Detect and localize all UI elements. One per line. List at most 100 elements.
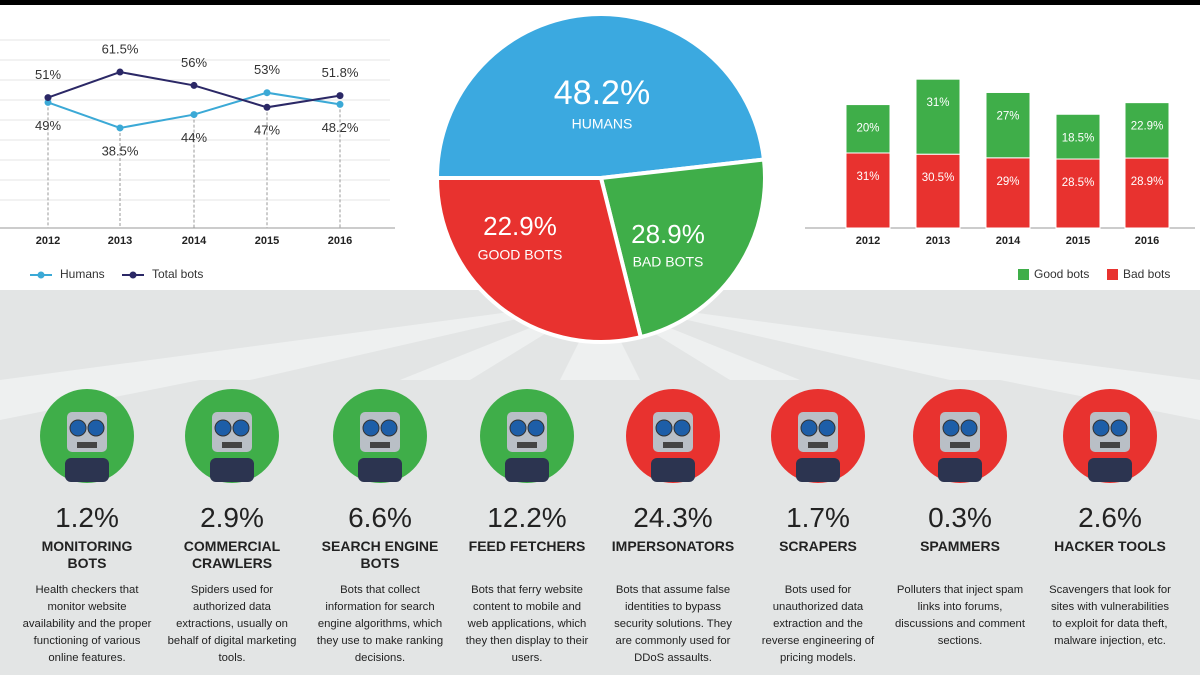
data-label: 49% bbox=[35, 118, 61, 133]
slice-value: 48.2% bbox=[554, 74, 650, 112]
bot-icon bbox=[480, 389, 574, 483]
legend-swatch bbox=[1107, 269, 1118, 280]
bot-description: Health checkers that monitor website ava… bbox=[22, 584, 152, 664]
robot-eye bbox=[362, 419, 380, 437]
pie-slice bbox=[434, 12, 767, 180]
bot-card: 0.3% SPAMMERS Polluters that inject spam l… bbox=[889, 498, 1031, 650]
bar-segment bbox=[1124, 157, 1170, 229]
robot-eye bbox=[232, 419, 250, 437]
bot-icon bbox=[626, 389, 720, 483]
robot-eye bbox=[960, 419, 978, 437]
robot-mouth bbox=[950, 442, 970, 448]
bar-label: 28.9% bbox=[1131, 176, 1164, 188]
bar-segment bbox=[985, 157, 1031, 229]
data-point bbox=[336, 92, 344, 100]
bar-label: 28.5% bbox=[1062, 177, 1095, 189]
robot-eye bbox=[527, 419, 545, 437]
bot-icon bbox=[185, 389, 279, 483]
bot-name: SPAMMERS bbox=[920, 538, 1000, 554]
bot-card: 1.7% SCRAPERS Bots used for unauthorized d… bbox=[747, 498, 889, 667]
data-label: 56% bbox=[181, 55, 207, 70]
robot-eye bbox=[509, 419, 527, 437]
data-point bbox=[116, 124, 124, 132]
data-label: 47% bbox=[254, 123, 280, 138]
x-tick-label: 2013 bbox=[926, 235, 950, 247]
bot-share: 12.2% bbox=[487, 502, 567, 533]
x-tick-label: 2014 bbox=[996, 235, 1021, 247]
bot-description: Bots used for unauthorized data extracti… bbox=[761, 584, 875, 664]
data-point bbox=[336, 100, 344, 108]
bot-description: Spiders used for authorized data extract… bbox=[167, 584, 297, 664]
robot-eye bbox=[942, 419, 960, 437]
legend-label: Total bots bbox=[152, 267, 203, 281]
pie-slice bbox=[434, 176, 644, 344]
bot-name: IMPERSONATORS bbox=[611, 538, 735, 554]
bot-name: SEARCH ENGINE BOTS bbox=[321, 538, 439, 571]
bot-card: 2.9% COMMERCIAL CRAWLERS Spiders used for … bbox=[161, 498, 303, 667]
robot-eye bbox=[800, 419, 818, 437]
series-line bbox=[47, 91, 341, 129]
bar-segment bbox=[985, 91, 1031, 159]
bar-segment bbox=[1124, 102, 1170, 159]
robot-eye bbox=[380, 419, 398, 437]
robot-mouth bbox=[77, 442, 97, 448]
bot-icon bbox=[40, 389, 134, 483]
slice-label: BAD BOTS bbox=[633, 254, 704, 270]
bot-card: 6.6% SEARCH ENGINE BOTS Bots that collect … bbox=[309, 498, 451, 667]
bot-card: 2.6% HACKER TOOLS Scavengers that look for… bbox=[1039, 498, 1181, 650]
robot-mouth bbox=[222, 442, 242, 448]
bot-icon bbox=[913, 389, 1007, 483]
data-point bbox=[116, 68, 124, 76]
robot-body bbox=[938, 458, 982, 482]
robot-body bbox=[651, 458, 695, 482]
bot-name: HACKER TOOLS bbox=[1054, 538, 1166, 554]
x-tick-label: 2015 bbox=[1066, 235, 1090, 247]
bot-share: 2.6% bbox=[1078, 502, 1142, 533]
bar-segment bbox=[845, 104, 891, 154]
robot-body bbox=[210, 458, 254, 482]
robot-mouth bbox=[1100, 442, 1120, 448]
data-label: 51% bbox=[35, 67, 61, 82]
robot-eye bbox=[818, 419, 836, 437]
bot-icon bbox=[1063, 389, 1157, 483]
robot-eye bbox=[1092, 419, 1110, 437]
data-point bbox=[263, 89, 271, 97]
bot-share: 24.3% bbox=[633, 502, 713, 533]
bar-label: 29% bbox=[996, 176, 1019, 188]
legend-marker bbox=[129, 271, 137, 279]
bot-name: FEED FETCHERS bbox=[468, 538, 586, 554]
legend-label: Bad bots bbox=[1123, 267, 1170, 281]
robot-eye bbox=[673, 419, 691, 437]
slice-label: HUMANS bbox=[572, 116, 633, 132]
line-chart-grid bbox=[0, 39, 390, 201]
bot-share: 2.9% bbox=[200, 502, 264, 533]
pie-slice bbox=[598, 157, 767, 340]
data-label: 44% bbox=[181, 130, 207, 145]
robot-eye bbox=[214, 419, 232, 437]
bar-label: 22.9% bbox=[1131, 121, 1164, 133]
series-line bbox=[47, 71, 341, 109]
bot-description: Polluters that inject spam links into fo… bbox=[895, 584, 1025, 647]
data-label: 38.5% bbox=[102, 143, 139, 158]
legend-swatch bbox=[1018, 269, 1029, 280]
bar-label: 31% bbox=[856, 171, 879, 183]
x-tick-label: 2014 bbox=[182, 235, 207, 247]
bot-description: Bots that collect information for search… bbox=[316, 584, 444, 664]
x-tick-label: 2016 bbox=[1135, 235, 1159, 247]
bar-label: 20% bbox=[856, 123, 879, 135]
bot-name: MONITORING BOTS bbox=[41, 538, 133, 571]
slice-value: 22.9% bbox=[483, 211, 557, 241]
bar-label: 18.5% bbox=[1062, 132, 1095, 144]
bot-icon bbox=[771, 389, 865, 483]
bot-share: 1.2% bbox=[55, 502, 119, 533]
bot-icon bbox=[333, 389, 427, 483]
x-tick-label: 2012 bbox=[856, 235, 880, 247]
x-tick-label: 2013 bbox=[108, 235, 132, 247]
bot-card: 12.2% FEED FETCHERS Bots that ferry websit… bbox=[456, 498, 598, 667]
robot-mouth bbox=[663, 442, 683, 448]
bar-segment bbox=[1055, 158, 1101, 229]
data-point bbox=[190, 111, 198, 119]
robot-mouth bbox=[808, 442, 828, 448]
data-point bbox=[44, 98, 52, 106]
